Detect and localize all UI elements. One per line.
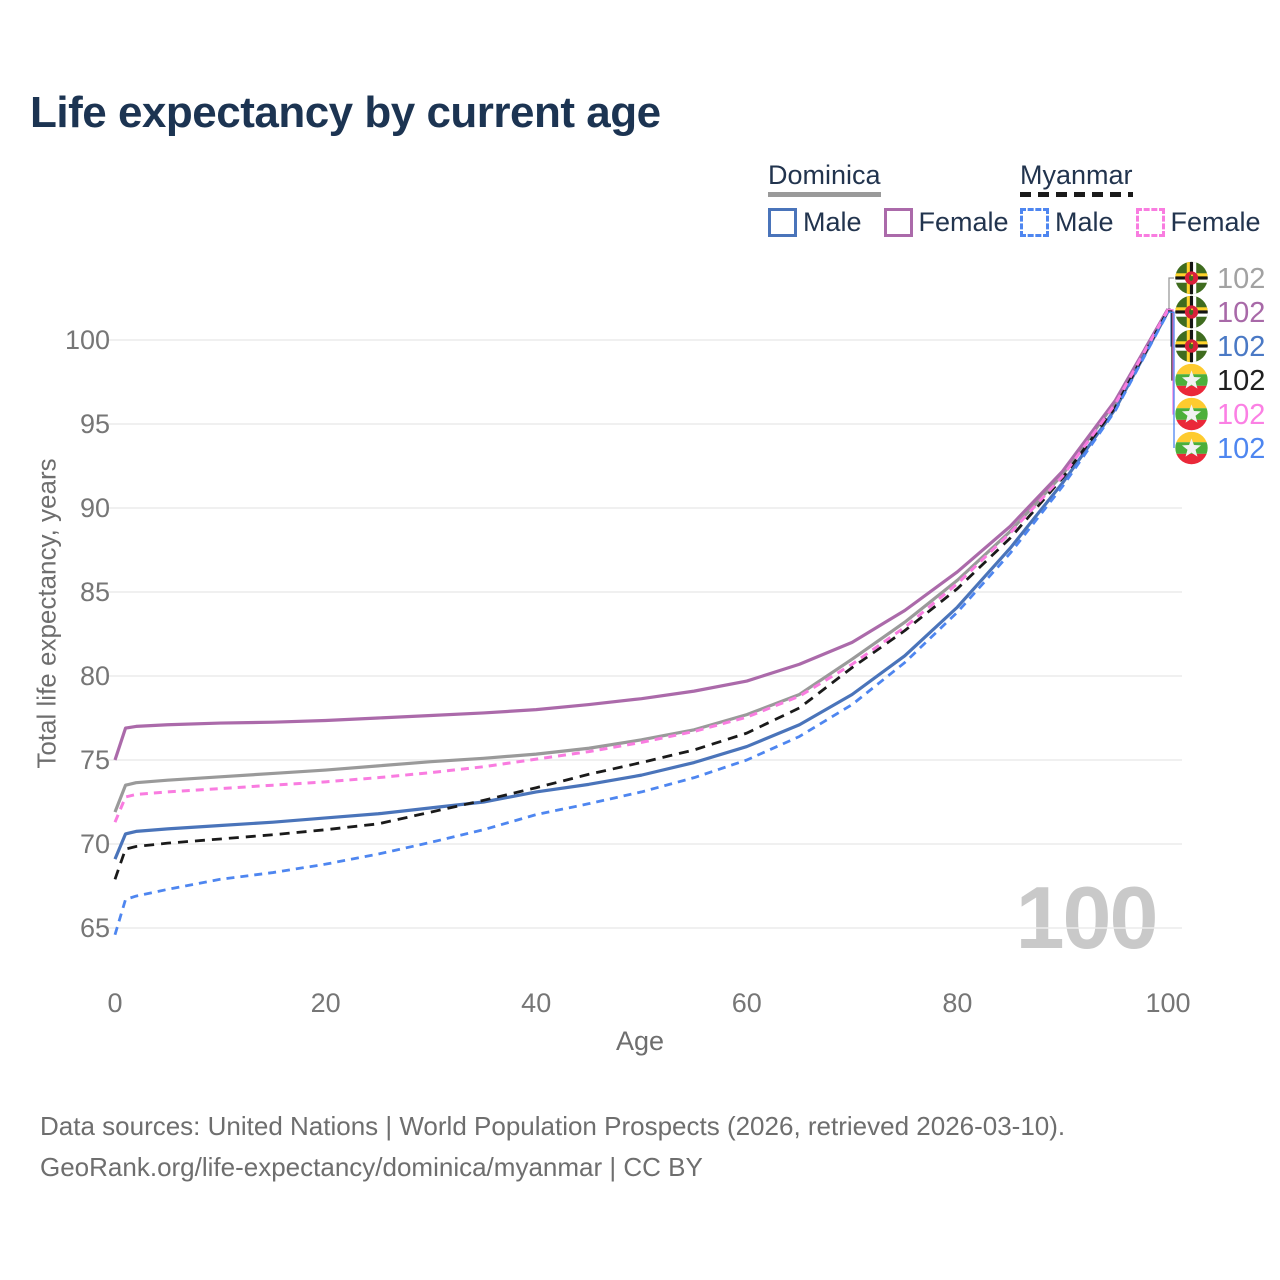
y-tick-label-85: 85 [80,577,110,607]
series-line-myanmar-all[interactable] [113,309,1170,880]
series-line-dominica-female[interactable] [113,308,1170,761]
dominica-flag-icon [1174,261,1209,296]
end-label-connector-myanmar-male [1168,311,1175,448]
y-tick-label-80: 80 [80,661,110,691]
end-label-connector-dominica-all [1168,277,1174,311]
legend-group-myanmar: Myanmar Male Female [1020,160,1261,238]
legend-swatch-dominica-male[interactable] [768,208,797,237]
page-title: Life expectancy by current age [30,88,661,137]
legend-item-myanmar-male[interactable]: Male [1020,207,1114,238]
footer-data-sources: Data sources: United Nations | World Pop… [40,1111,1066,1141]
legend-line-sample-solid [768,192,881,197]
y-tick-label-100: 100 [65,325,110,355]
legend-line-sample-dashed [1020,192,1133,197]
age-counter-watermark: 100 [1016,868,1157,967]
y-axis-title: Total life expectancy, years [31,458,62,769]
x-tick-label-20: 20 [311,988,341,1018]
y-tick-label-65: 65 [80,913,110,943]
legend-item-myanmar-female[interactable]: Female [1135,207,1261,238]
legend-group-dominica: Dominica Male Female [768,160,1009,238]
x-tick-label-60: 60 [732,988,762,1018]
legend-swatch-dominica-female[interactable] [883,208,913,237]
x-tick-label-0: 0 [107,988,122,1018]
series-line-dominica-male[interactable] [113,310,1170,860]
myanmar-flag-icon [1174,397,1209,432]
y-tick-label-90: 90 [80,493,110,523]
legend-item-label: Male [803,207,862,237]
y-tick-label-95: 95 [80,409,110,439]
end-value-label-myanmar-all: 102 [1217,365,1265,397]
legend-item-dominica-female[interactable]: Female [883,207,1009,238]
myanmar-flag-icon [1174,363,1209,398]
y-tick-label-75: 75 [80,745,110,775]
x-tick-label-100: 100 [1145,988,1190,1018]
footer-attribution: GeoRank.org/life-expectancy/dominica/mya… [40,1152,703,1182]
legend-country-label: Dominica [768,160,881,190]
myanmar-flag-icon [1174,431,1209,466]
x-tick-label-80: 80 [942,988,972,1018]
legend-country-myanmar[interactable]: Myanmar [1020,160,1133,197]
end-value-label-dominica-female: 102 [1217,297,1265,329]
legend-swatch-myanmar-male[interactable] [1020,208,1049,237]
series-line-myanmar-male[interactable] [113,311,1170,936]
end-value-label-dominica-all: 102 [1217,263,1265,295]
y-tick-label-70: 70 [80,829,110,859]
legend-item-dominica-male[interactable]: Male [768,207,862,238]
legend-item-label: Female [918,207,1009,237]
end-value-label-dominica-male: 102 [1217,331,1265,363]
end-value-label-myanmar-female: 102 [1217,399,1265,431]
legend-country-dominica[interactable]: Dominica [768,160,881,197]
x-axis-title: Age [615,1026,665,1056]
series-line-dominica-all[interactable] [113,308,1170,813]
x-tick-label-40: 40 [521,988,551,1018]
legend-item-label: Female [1170,207,1261,237]
dominica-flag-icon [1174,329,1209,364]
dominica-flag-icon [1174,295,1209,330]
legend-swatch-myanmar-female[interactable] [1135,208,1165,237]
series-line-myanmar-female[interactable] [113,309,1170,823]
footer: Data sources: United Nations | World Pop… [40,1106,1065,1188]
legend-country-label: Myanmar [1020,160,1133,190]
legend-item-label: Male [1055,207,1114,237]
end-value-label-myanmar-male: 102 [1217,433,1265,465]
